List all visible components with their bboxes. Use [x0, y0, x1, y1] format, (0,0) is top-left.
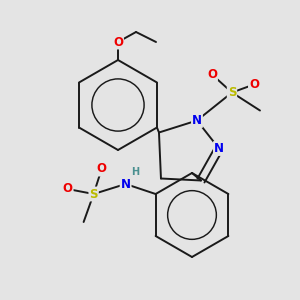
Text: O: O	[113, 35, 123, 49]
Text: S: S	[89, 188, 98, 200]
Text: N: N	[214, 142, 224, 155]
Text: N: N	[192, 114, 202, 127]
Text: H: H	[132, 167, 140, 177]
Text: O: O	[249, 78, 259, 91]
Text: N: N	[121, 178, 130, 190]
Text: S: S	[228, 86, 236, 99]
Text: O: O	[207, 68, 217, 81]
Text: O: O	[63, 182, 73, 196]
Text: O: O	[97, 163, 106, 176]
